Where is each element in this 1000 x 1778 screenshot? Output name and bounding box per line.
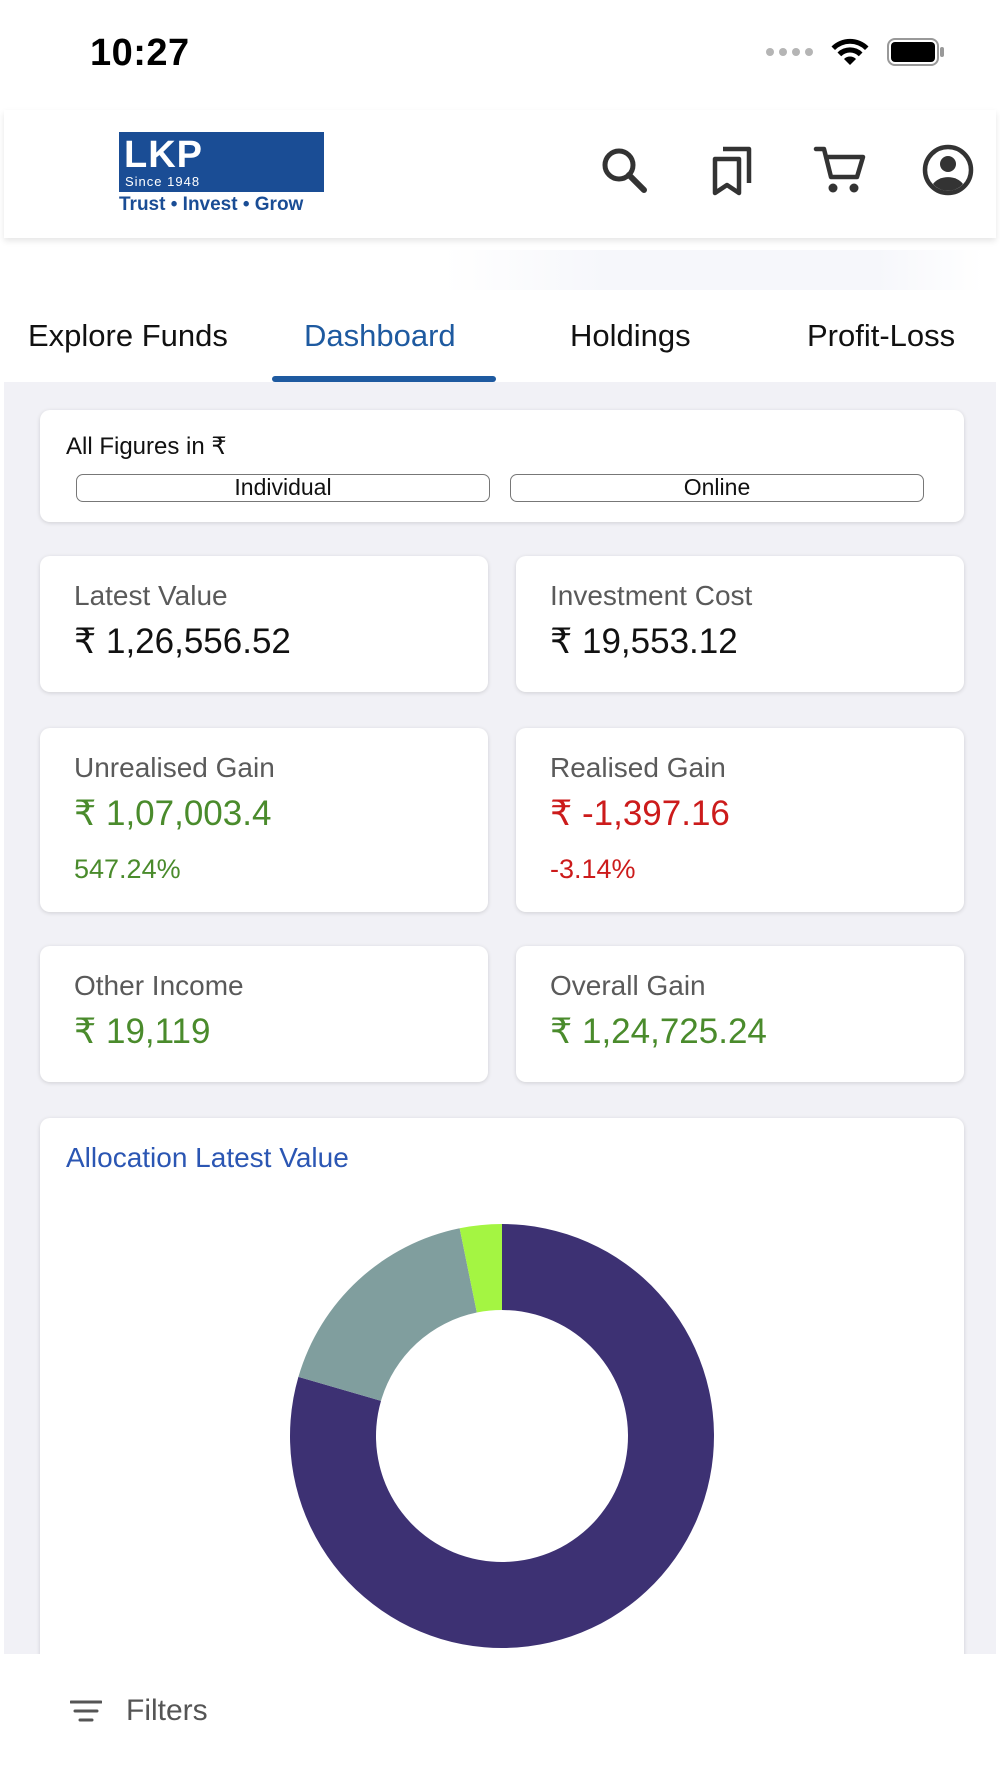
realised-gain-percent: -3.14% [550,854,636,884]
tab-bar: Explore Funds Dashboard Holdings Profit-… [4,298,996,382]
other-income-amount: ₹ 19,119 [74,1012,211,1051]
cart-icon [813,146,866,193]
donut-slice-3[interactable] [459,1224,502,1313]
donut-slice-1[interactable] [289,1224,714,1648]
donut-slice-2[interactable] [298,1228,477,1401]
unrealised-gain-amount: ₹ 1,07,003.4 [74,794,272,833]
app-header: LKP Since 1948 Trust • Invest • Grow [4,110,996,238]
tab-dashboard[interactable]: Dashboard [304,318,456,353]
brand-logo[interactable]: LKP Since 1948 Trust • Invest • Grow [119,132,324,216]
watchlist-button[interactable] [704,142,760,198]
status-bar: 10:27 [0,0,1000,110]
investment-cost-amount: ₹ 19,553.12 [550,622,738,661]
figures-currency-label: All Figures in ₹ [66,433,227,460]
logo-box: LKP Since 1948 [119,132,324,192]
wifi-icon [831,38,869,65]
search-icon [602,148,647,193]
overall-gain-card: Overall Gain ₹ 1,24,725.24 [516,946,964,1082]
status-time: 10:27 [90,32,190,74]
unrealised-gain-label: Unrealised Gain [74,752,275,783]
profile-button[interactable] [920,142,976,198]
realised-gain-amount: ₹ -1,397.16 [550,794,730,833]
active-tab-indicator [272,376,496,382]
overall-gain-label: Overall Gain [550,970,706,1001]
tab-holdings[interactable]: Holdings [570,318,691,353]
profile-icon [922,144,974,196]
bookmark-icon [712,146,752,196]
logo-tagline: Trust • Invest • Grow [119,194,304,215]
overall-gain-amount: ₹ 1,24,725.24 [550,1012,767,1051]
unrealised-gain-percent: 547.24% [74,854,181,884]
dashboard-content[interactable]: All Figures in ₹ Individual Online Lates… [4,382,996,1654]
online-filter-chip[interactable]: Online [510,474,924,502]
figures-card: All Figures in ₹ Individual Online [40,410,964,522]
allocation-title: Allocation Latest Value [66,1142,349,1173]
investment-cost-card: Investment Cost ₹ 19,553.12 [516,556,964,692]
other-income-card: Other Income ₹ 19,119 [40,946,488,1082]
other-income-label: Other Income [74,970,244,1001]
realised-gain-card: Realised Gain ₹ -1,397.16 -3.14% [516,728,964,912]
tab-explore-funds[interactable]: Explore Funds [28,318,228,353]
latest-value-label: Latest Value [74,580,228,611]
filter-icon [70,1700,102,1722]
cart-button[interactable] [812,142,868,198]
realised-gain-label: Realised Gain [550,752,726,783]
filters-label: Filters [126,1694,208,1727]
status-icons [766,38,945,66]
investment-cost-label: Investment Cost [550,580,753,611]
latest-value-card: Latest Value ₹ 1,26,556.52 [40,556,488,692]
logo-since-text: Since 1948 [125,174,201,189]
header-spacer [4,238,996,298]
logo-brand-text: LKP [124,134,203,176]
unrealised-gain-card: Unrealised Gain ₹ 1,07,003.4 547.24% [40,728,488,912]
tab-profit-loss[interactable]: Profit-Loss [807,318,956,353]
filter-bar: Filters [0,1654,1000,1778]
allocation-donut-chart[interactable] [40,1118,964,1654]
battery-icon [887,38,944,66]
cellular-signal-icon [766,48,813,56]
search-button[interactable] [596,142,652,198]
allocation-card: Allocation Latest Value [40,1118,964,1654]
latest-value-amount: ₹ 1,26,556.52 [74,622,291,661]
individual-filter-chip[interactable]: Individual [76,474,490,502]
filters-button[interactable]: Filters [70,1694,208,1728]
